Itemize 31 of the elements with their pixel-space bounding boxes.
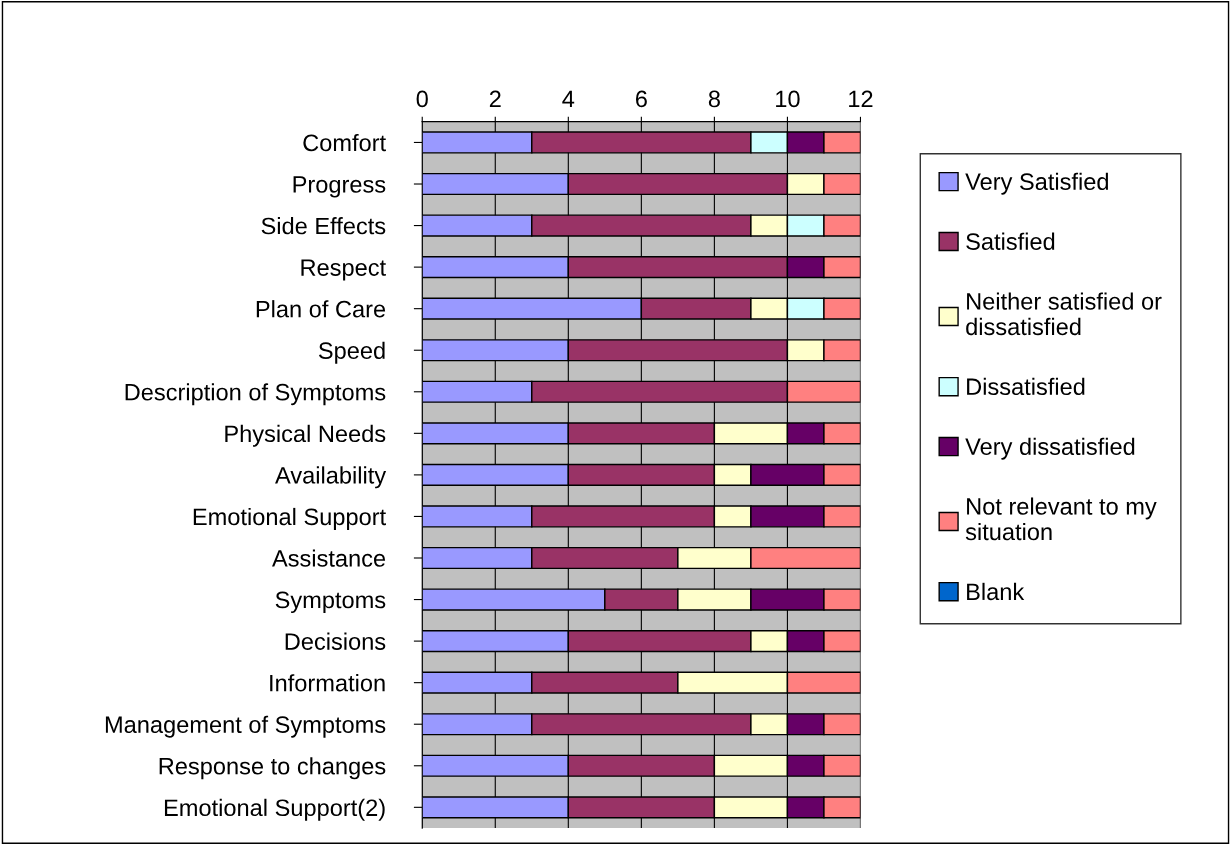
y-tick-label: Assistance — [272, 549, 386, 567]
x-tick-label: 4 — [562, 90, 575, 108]
legend-label: Blank — [967, 582, 1025, 601]
y-tick-label: Information — [270, 674, 385, 692]
y-tick-label: Comfort — [303, 133, 386, 152]
y-tick-label: Decisions — [285, 632, 386, 650]
y-tick-label: Emotional Support(2) — [164, 798, 385, 821]
x-tick-label: 6 — [635, 90, 647, 108]
y-tick-label: Availability — [275, 466, 387, 489]
legend-label: Dissatisfied — [967, 377, 1085, 396]
x-tick-label: 2 — [489, 90, 501, 108]
y-tick-label: Management of Symptoms — [105, 715, 386, 738]
x-tick-label: 12 — [849, 90, 873, 108]
y-tick-label: Symptoms — [275, 591, 386, 614]
y-tick-label: Respect — [301, 259, 386, 281]
legend-label: Satisfied — [966, 232, 1055, 250]
legend-label: Neither satisfied or dissatisfied — [966, 292, 1162, 336]
x-tick-label: 10 — [776, 90, 800, 108]
y-tick-label: Plan of Care — [256, 300, 386, 318]
y-tick-label: Description of Symptoms — [125, 383, 386, 406]
y-tick-label: Side Effects — [261, 217, 386, 235]
x-tick-label: 8 — [708, 90, 720, 108]
y-tick-label: Emotional Support — [193, 507, 386, 530]
y-tick-label: Speed — [318, 341, 385, 364]
legend-label: Very dissatisfied — [965, 437, 1135, 460]
x-tick-label: 0 — [416, 90, 428, 108]
y-tick-label: Progress — [293, 176, 386, 198]
y-tick-label: Physical Needs — [225, 424, 386, 447]
legend-label: Very Satisfied — [965, 172, 1108, 195]
legend-label: Not relevant to my situation — [965, 497, 1157, 541]
y-tick-label: Response to changes — [159, 757, 386, 780]
